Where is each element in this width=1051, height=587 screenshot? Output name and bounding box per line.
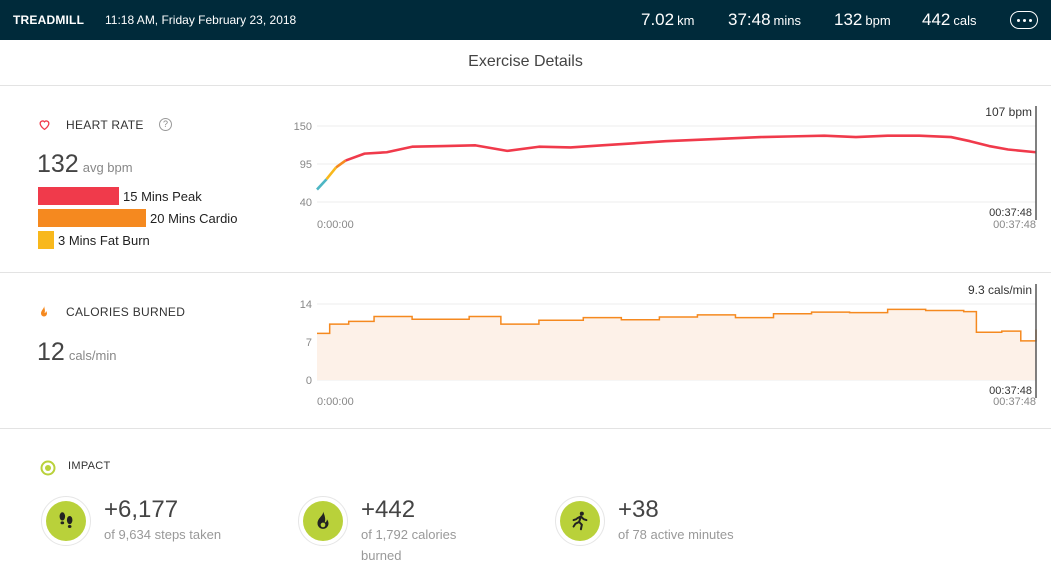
cal-x-start-label: 0:00:00 bbox=[317, 396, 354, 408]
impact-title: IMPACT bbox=[68, 460, 111, 472]
zone-bar-peak bbox=[38, 187, 119, 205]
stat-duration: 37:48 mins bbox=[728, 10, 801, 29]
stat-distance: 7.02 km bbox=[641, 10, 695, 29]
section-divider bbox=[0, 272, 1051, 273]
hr-y-tick-label: 95 bbox=[300, 159, 312, 171]
cal-series-line bbox=[317, 308, 1037, 342]
hr-y-tick-label: 40 bbox=[300, 197, 312, 209]
ellipsis-icon bbox=[1016, 18, 1020, 22]
cal-y-tick-label: 0 bbox=[306, 375, 312, 387]
impact-calories-badge bbox=[298, 496, 348, 546]
section-divider bbox=[0, 428, 1051, 429]
flame-icon bbox=[317, 511, 329, 529]
zone-bar-cardio bbox=[38, 209, 146, 227]
cal-cursor-value: 9.3 cals/min bbox=[968, 283, 1032, 297]
zone-label-peak: 15 Mins Peak bbox=[123, 189, 202, 204]
hr-series-line bbox=[345, 134, 1037, 162]
zone-bar-fat-burn bbox=[38, 231, 54, 249]
cal-cursor-time: 00:37:48 bbox=[989, 385, 1032, 397]
footsteps-icon bbox=[59, 512, 73, 528]
cal-y-tick-label: 7 bbox=[306, 337, 312, 349]
impact-calories-value: +442 bbox=[361, 496, 416, 523]
hr-series-line bbox=[316, 178, 328, 191]
heart-rate-average: 132 avg bpm bbox=[37, 150, 133, 178]
hr-cursor-time: 00:37:48 bbox=[989, 207, 1032, 219]
target-icon bbox=[40, 460, 56, 476]
stat-calories: 442 cals bbox=[922, 10, 977, 29]
zone-label-cardio: 20 Mins Cardio bbox=[150, 211, 238, 226]
hr-series-line bbox=[325, 166, 338, 181]
cal-y-tick-label: 14 bbox=[300, 299, 312, 311]
page-title: Exercise Details bbox=[0, 40, 1051, 86]
calories-average: 12 cals/min bbox=[37, 338, 117, 366]
hr-x-end-label: 00:37:48 bbox=[993, 219, 1036, 231]
heart-rate-title: HEART RATE bbox=[66, 118, 144, 132]
hr-cursor-value: 107 bpm bbox=[985, 105, 1032, 119]
impact-calories-desc: of 1,792 calories burned bbox=[361, 527, 457, 563]
hr-series-line bbox=[335, 159, 347, 169]
flame-icon bbox=[41, 306, 47, 317]
impact-steps-value: +6,177 bbox=[104, 496, 179, 523]
stat-heart-rate: 132 bpm bbox=[834, 10, 891, 29]
activity-type: TREADMILL bbox=[13, 13, 85, 27]
cal-area bbox=[317, 309, 1036, 380]
help-icon[interactable]: ? bbox=[159, 118, 172, 131]
hr-x-start-label: 0:00:00 bbox=[317, 219, 354, 231]
hr-y-tick-label: 150 bbox=[294, 121, 312, 133]
activity-datetime: 11:18 AM, Friday February 23, 2018 bbox=[105, 13, 297, 27]
impact-active-badge bbox=[555, 496, 605, 546]
cal-x-end-label: 00:37:48 bbox=[993, 396, 1036, 408]
impact-active-value: +38 bbox=[618, 496, 659, 523]
impact-steps-badge bbox=[41, 496, 91, 546]
more-options-button[interactable] bbox=[1010, 11, 1038, 29]
activity-header: TREADMILL 11:18 AM, Friday February 23, … bbox=[0, 0, 1051, 40]
impact-steps-desc: of 9,634 steps taken bbox=[104, 527, 222, 542]
zone-label-fat-burn: 3 Mins Fat Burn bbox=[58, 233, 150, 248]
calories-title: CALORIES BURNED bbox=[66, 305, 186, 319]
runner-icon bbox=[572, 511, 588, 531]
impact-active-desc: of 78 active minutes bbox=[618, 527, 734, 542]
heart-icon bbox=[39, 120, 50, 131]
